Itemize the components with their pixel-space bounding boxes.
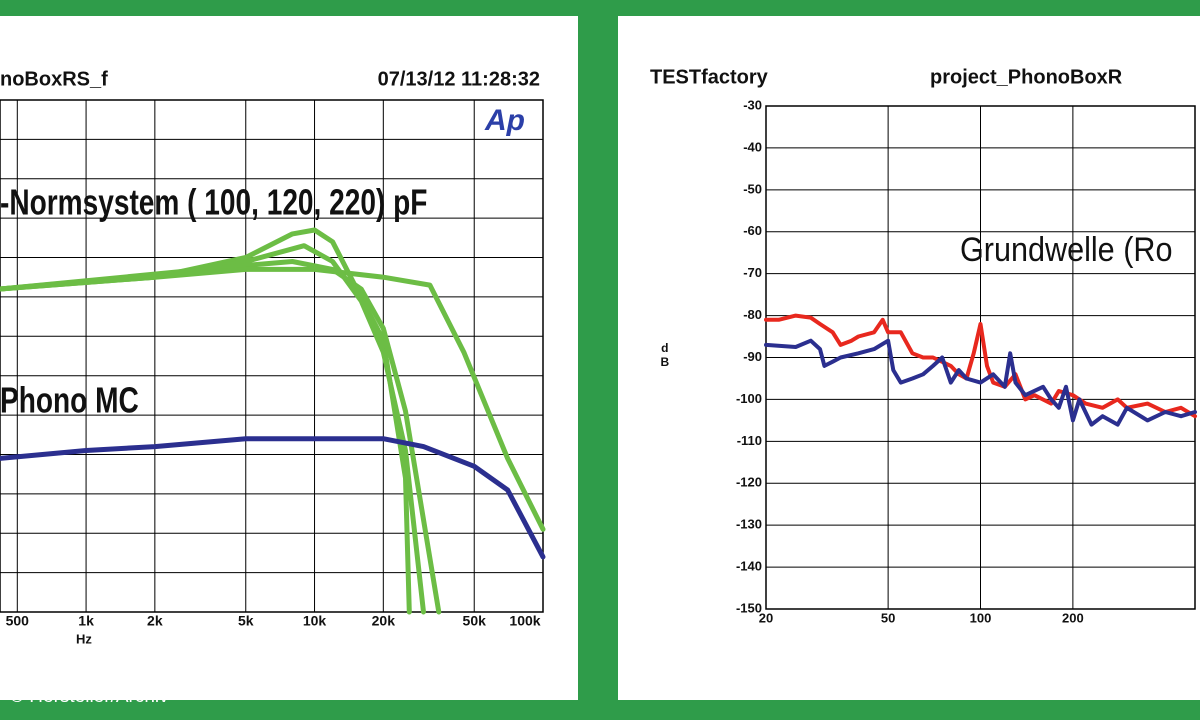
x-tick-label: 2k	[147, 613, 163, 629]
data-line	[0, 243, 426, 615]
header-left: noBoxRS_f	[0, 68, 108, 90]
x-tick-label: 20	[759, 610, 773, 625]
y-tick-label: -70	[743, 265, 762, 280]
data-line	[0, 436, 546, 560]
y-tick-label: -150	[736, 600, 762, 615]
credit: © Hersteller/Archiv	[10, 686, 169, 707]
header-right: 07/13/12 11:28:32	[378, 68, 540, 90]
y-tick-label: -140	[736, 559, 762, 574]
chart-panel: TESTfactory project_PhonoBoxR -30 -40 -50 -60…	[618, 16, 1200, 700]
x-tick-label: 1k	[78, 613, 94, 629]
plot-frame	[0, 99, 544, 613]
x-tick-label: 20k	[372, 613, 396, 629]
y-tick-label: -130	[736, 517, 762, 532]
y-tick-label: -80	[743, 307, 762, 322]
annotation: Phono MC	[0, 380, 139, 420]
y-tick-label: -110	[737, 433, 762, 448]
x-tick-label: 100	[970, 610, 992, 625]
chart-panel: noBoxRS_f 07/13/12 11:28:32 Ap 500 1k 2k 5k 10k…	[0, 16, 578, 700]
header-right: project_PhonoBoxR	[930, 66, 1123, 88]
data-line	[0, 266, 546, 532]
y-tick-label: -100	[736, 391, 762, 406]
data-line	[764, 313, 1197, 419]
data-line	[0, 227, 412, 615]
logo: Ap	[484, 104, 525, 137]
x-tick-label: 100k	[509, 613, 540, 629]
y-axis-label: dB	[658, 341, 672, 369]
annotation: -Normsystem ( 100, 120, 220) pF	[0, 182, 427, 222]
y-tick-label: -50	[743, 181, 762, 196]
x-tick-label: 500	[6, 613, 30, 629]
data-line	[764, 338, 1197, 427]
data-line	[0, 259, 442, 615]
x-tick-label: 50k	[463, 613, 487, 629]
annotation: Grundwelle (Ro	[960, 231, 1172, 269]
header-left: TESTfactory	[650, 66, 769, 88]
y-tick-label: -120	[736, 475, 762, 490]
y-tick-label: -30	[743, 97, 762, 112]
y-tick-label: -90	[743, 349, 762, 364]
y-tick-label: -40	[743, 139, 762, 154]
x-tick-label: 200	[1062, 610, 1084, 625]
y-tick-label: -60	[743, 223, 762, 238]
x-tick-label: 50	[881, 610, 895, 625]
x-tick-label: 5k	[238, 613, 254, 629]
x-axis-label: Hz	[76, 631, 92, 646]
x-tick-label: 10k	[303, 613, 327, 629]
